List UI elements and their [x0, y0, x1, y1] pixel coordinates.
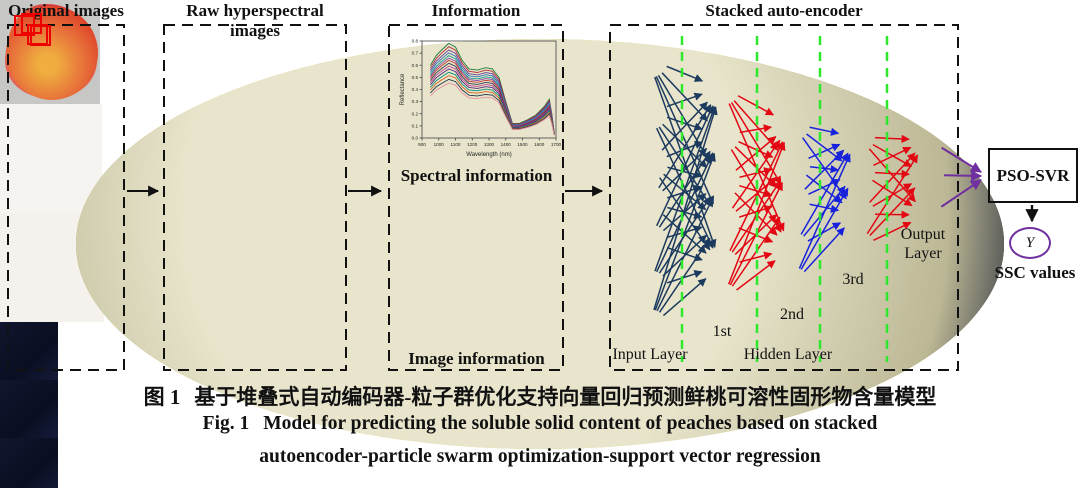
peach-slice: [75, 39, 1005, 449]
reflectance-spectra-chart: 0.0 0.1 0.2 0.3 0.4 0.5 0.6 0.7 0.8 900 1000 1100 12…: [396, 36, 562, 166]
pso-svr-box: PSO-SVR: [988, 148, 1078, 203]
network-connections: [653, 65, 919, 317]
spectrum-curve: [430, 46, 555, 134]
svg-text:Wavelength (nm): Wavelength (nm): [466, 152, 511, 158]
spectrum-curve: [430, 65, 555, 135]
spectral-information-label: Spectral information: [400, 166, 553, 185]
caption-english-line1: Fig. 1 Model for predicting the soluble s…: [0, 413, 1080, 435]
spectrum-curve: [430, 49, 555, 134]
svg-text:0.8: 0.8: [412, 39, 419, 44]
spectrum-curve: [430, 55, 555, 134]
spectrum-curve: [430, 59, 555, 135]
spectrum-curve: [430, 62, 555, 135]
svg-text:Reflectance: Reflectance: [400, 73, 406, 105]
spectra-svg: 0.0 0.1 0.2 0.3 0.4 0.5 0.6 0.7 0.8 900 1000 1100 12…: [400, 39, 562, 158]
svg-text:0.4: 0.4: [412, 87, 419, 92]
spectrum-curve: [430, 82, 555, 136]
svg-text:1700: 1700: [551, 142, 562, 147]
image-information-label: Image information: [408, 349, 545, 368]
svg-text:0.2: 0.2: [412, 111, 419, 116]
panel-title-autoencoder: Stacked auto-encoder: [705, 1, 863, 20]
output-to-pso-arrows: [940, 146, 983, 208]
svg-text:1600: 1600: [534, 142, 545, 147]
hyperspectral-image-stack1-1: [0, 322, 58, 380]
svg-text:0.3: 0.3: [412, 99, 419, 104]
panel-information-border: [388, 24, 564, 371]
svg-text:1400: 1400: [501, 142, 512, 147]
caption-en-text1: Model for predicting the soluble solid c…: [263, 413, 878, 434]
roi-red-square: [27, 24, 48, 45]
spectrum-curve: [430, 52, 555, 134]
svg-text:0.0: 0.0: [412, 136, 419, 141]
svg-text:1200: 1200: [467, 142, 478, 147]
figure-background-svg: [7, 24, 1039, 371]
spectrum-curve: [430, 78, 555, 136]
svg-text:900: 900: [418, 142, 426, 147]
panel-original-border: [7, 24, 125, 371]
stack-1st-label: 1st: [712, 323, 732, 340]
caption-english-line2: autoencoder-particle swarm optimization-…: [259, 446, 821, 467]
svg-text:0.6: 0.6: [412, 63, 419, 68]
panel-title-original: Original images: [8, 1, 124, 20]
output-layer-caption-2: Layer: [904, 245, 942, 262]
hyperspectral-image-stack1-2: [0, 380, 58, 438]
svg-text:1000: 1000: [434, 142, 445, 147]
input-layer-caption: Input Layer: [612, 346, 688, 363]
svg-text:1300: 1300: [484, 142, 495, 147]
caption-zh-prefix: 图 1: [143, 385, 181, 409]
panel-hyperspectral-border: [163, 24, 347, 371]
layer-dividers: [680, 36, 889, 362]
caption-zh-text: 基于堆叠式自动编码器-粒子群优化支持向量回归预测鲜桃可溶性固形物含量模型: [194, 385, 937, 409]
panel-title-hyperspectral: Raw hyperspectral images: [186, 1, 324, 40]
spectrum-curve: [430, 68, 555, 135]
svg-text:0.1: 0.1: [412, 123, 419, 128]
caption-en-prefix: Fig. 1: [202, 413, 250, 434]
stack-2nd-label: 2nd: [780, 306, 804, 323]
spectrum-curve: [430, 57, 555, 134]
hidden-layer-caption: Hidden Layer: [743, 346, 833, 363]
svg-text:0.7: 0.7: [412, 51, 419, 56]
hyperspectral-image-stack1-3: [0, 438, 58, 488]
svg-text:1100: 1100: [451, 142, 461, 147]
svg-text:1500: 1500: [517, 142, 528, 147]
roi-red-square: [30, 25, 51, 46]
panel-title-information: Information: [431, 1, 521, 20]
output-layer-caption-1: Output: [900, 226, 946, 243]
y-output-node: Y: [1009, 227, 1051, 259]
ssc-values-label: SSC values: [994, 263, 1076, 282]
panel-autoencoder-border: [609, 24, 959, 371]
spectrum-curve: [430, 71, 555, 135]
spectrum-curve: [430, 75, 555, 135]
stack-3rd-label: 3rd: [842, 271, 864, 288]
caption-chinese: 图 1 基于堆叠式自动编码器-粒子群优化支持向量回归预测鲜桃可溶性固形物含量模型: [0, 381, 1080, 411]
svg-text:0.5: 0.5: [412, 75, 419, 80]
spectrum-curve: [430, 42, 555, 134]
